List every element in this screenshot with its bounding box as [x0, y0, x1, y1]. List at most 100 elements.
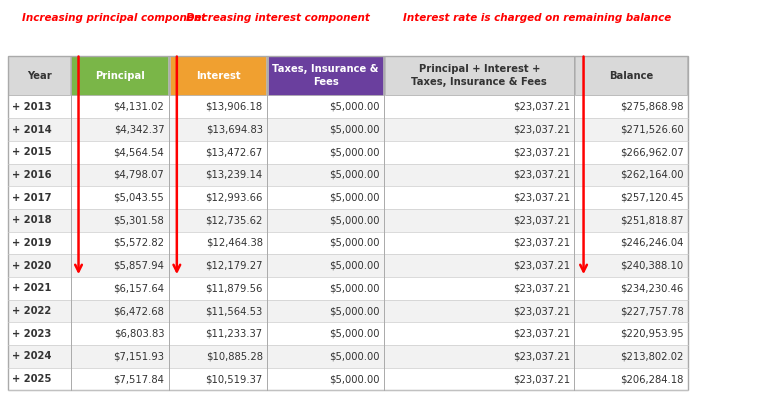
Bar: [268, 56, 383, 95]
Bar: [170, 56, 266, 95]
Text: $23,037.21: $23,037.21: [513, 306, 570, 316]
Text: $4,564.54: $4,564.54: [114, 147, 164, 157]
Text: $23,037.21: $23,037.21: [513, 125, 570, 135]
Text: $5,000.00: $5,000.00: [329, 329, 379, 339]
Text: $12,993.66: $12,993.66: [205, 193, 263, 203]
Text: $13,239.14: $13,239.14: [206, 170, 263, 180]
Text: Interest: Interest: [196, 70, 240, 81]
Text: $5,000.00: $5,000.00: [329, 102, 379, 112]
Bar: [71, 56, 168, 95]
Text: $4,131.02: $4,131.02: [114, 102, 164, 112]
Text: $5,000.00: $5,000.00: [329, 261, 379, 271]
Text: $12,735.62: $12,735.62: [205, 215, 263, 225]
Bar: [8, 277, 688, 300]
Text: $7,151.93: $7,151.93: [114, 351, 164, 361]
Text: + 2016: + 2016: [12, 170, 52, 180]
Text: $262,164.00: $262,164.00: [620, 170, 684, 180]
Text: $5,000.00: $5,000.00: [329, 374, 379, 384]
Text: $4,342.37: $4,342.37: [114, 125, 164, 135]
Bar: [581, 56, 586, 390]
Text: $206,284.18: $206,284.18: [620, 374, 684, 384]
Text: $4,798.07: $4,798.07: [114, 170, 164, 180]
Text: $5,000.00: $5,000.00: [329, 147, 379, 157]
Text: $5,000.00: $5,000.00: [329, 351, 379, 361]
Text: + 2014: + 2014: [12, 125, 52, 135]
Text: $23,037.21: $23,037.21: [513, 351, 570, 361]
Text: $5,000.00: $5,000.00: [329, 170, 379, 180]
Text: Decreasing interest component: Decreasing interest component: [186, 13, 370, 23]
Text: + 2015: + 2015: [12, 147, 52, 157]
Bar: [575, 56, 687, 95]
Text: $5,000.00: $5,000.00: [329, 306, 379, 316]
Text: $23,037.21: $23,037.21: [513, 193, 570, 203]
Bar: [76, 56, 81, 390]
Bar: [8, 209, 688, 232]
Bar: [8, 164, 688, 186]
Text: $5,000.00: $5,000.00: [329, 215, 379, 225]
Bar: [8, 322, 688, 345]
Text: $12,179.27: $12,179.27: [205, 261, 263, 271]
Text: $6,472.68: $6,472.68: [114, 306, 164, 316]
Text: $11,564.53: $11,564.53: [205, 306, 263, 316]
Bar: [8, 254, 688, 277]
Text: $213,802.02: $213,802.02: [620, 351, 684, 361]
Text: $5,000.00: $5,000.00: [329, 238, 379, 248]
Text: $23,037.21: $23,037.21: [513, 238, 570, 248]
Text: $10,885.28: $10,885.28: [206, 351, 263, 361]
Text: $275,868.98: $275,868.98: [620, 102, 684, 112]
Text: + 2022: + 2022: [12, 306, 51, 316]
Text: $5,301.58: $5,301.58: [114, 215, 164, 225]
Text: $23,037.21: $23,037.21: [513, 215, 570, 225]
Text: $5,000.00: $5,000.00: [329, 125, 379, 135]
Text: $23,037.21: $23,037.21: [513, 170, 570, 180]
Bar: [8, 368, 688, 390]
Text: $5,000.00: $5,000.00: [329, 283, 379, 293]
Bar: [385, 56, 574, 95]
Bar: [8, 96, 688, 118]
Bar: [8, 186, 688, 209]
Bar: [8, 300, 688, 322]
Text: $266,962.07: $266,962.07: [620, 147, 684, 157]
Text: $23,037.21: $23,037.21: [513, 102, 570, 112]
Bar: [174, 56, 179, 390]
Text: $6,157.64: $6,157.64: [114, 283, 164, 293]
Text: $11,233.37: $11,233.37: [206, 329, 263, 339]
Text: Increasing principal component: Increasing principal component: [22, 13, 206, 23]
Text: Year: Year: [27, 70, 51, 81]
Text: Principal + Interest +
Taxes, Insurance & Fees: Principal + Interest + Taxes, Insurance …: [412, 64, 547, 87]
Text: $12,464.38: $12,464.38: [206, 238, 263, 248]
Bar: [8, 232, 688, 254]
Text: $23,037.21: $23,037.21: [513, 374, 570, 384]
Text: + 2021: + 2021: [12, 283, 51, 293]
Text: + 2017: + 2017: [12, 193, 51, 203]
Text: $5,043.55: $5,043.55: [114, 193, 164, 203]
Text: $271,526.60: $271,526.60: [620, 125, 684, 135]
Text: $5,000.00: $5,000.00: [329, 193, 379, 203]
Text: Principal: Principal: [95, 70, 144, 81]
Bar: [8, 118, 688, 141]
Text: $220,953.95: $220,953.95: [620, 329, 684, 339]
Text: $257,120.45: $257,120.45: [620, 193, 684, 203]
Bar: [8, 56, 688, 390]
Text: $240,388.10: $240,388.10: [621, 261, 684, 271]
Text: + 2020: + 2020: [12, 261, 51, 271]
Text: $6,803.83: $6,803.83: [114, 329, 164, 339]
Text: $13,694.83: $13,694.83: [206, 125, 263, 135]
Text: $23,037.21: $23,037.21: [513, 283, 570, 293]
Text: $5,857.94: $5,857.94: [114, 261, 164, 271]
Text: + 2025: + 2025: [12, 374, 51, 384]
Text: + 2023: + 2023: [12, 329, 51, 339]
Text: $11,879.56: $11,879.56: [205, 283, 263, 293]
Text: $246,246.04: $246,246.04: [620, 238, 684, 248]
Text: Taxes, Insurance &
Fees: Taxes, Insurance & Fees: [273, 64, 379, 87]
Text: $23,037.21: $23,037.21: [513, 261, 570, 271]
Bar: [8, 345, 688, 368]
Text: $234,230.46: $234,230.46: [621, 283, 684, 293]
Text: + 2019: + 2019: [12, 238, 51, 248]
Text: $7,517.84: $7,517.84: [114, 374, 164, 384]
Text: + 2013: + 2013: [12, 102, 51, 112]
Text: Interest rate is charged on remaining balance: Interest rate is charged on remaining ba…: [403, 13, 672, 23]
Text: $251,818.87: $251,818.87: [620, 215, 684, 225]
Text: $5,572.82: $5,572.82: [114, 238, 164, 248]
Text: $13,472.67: $13,472.67: [205, 147, 263, 157]
